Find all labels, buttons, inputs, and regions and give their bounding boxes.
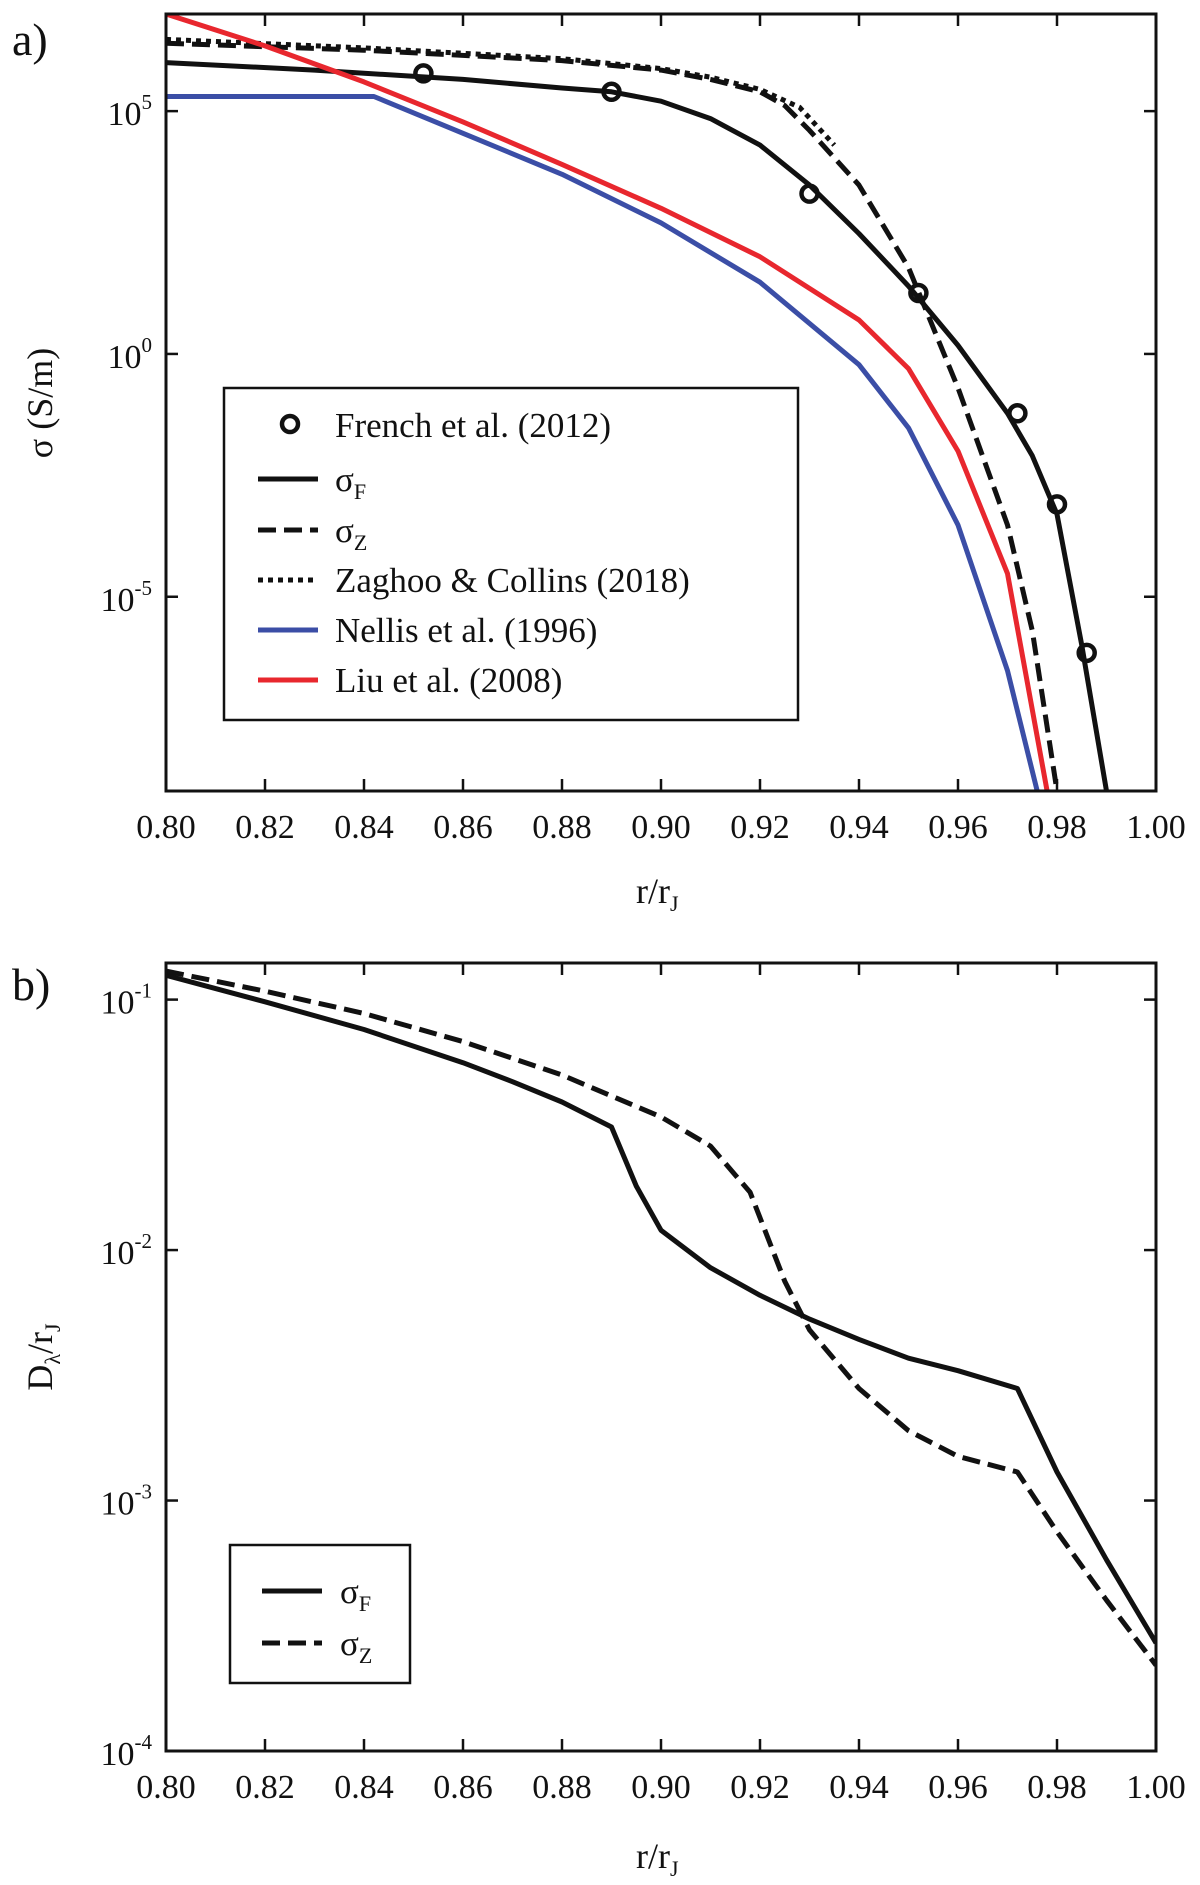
panel-a-y-ticks: 105 100 10-5 (101, 90, 1156, 619)
legend-label-nellis: Nellis et al. (1996) (335, 611, 597, 650)
legend-b-label-sigma-f: σF (340, 1572, 371, 1616)
series-line-zaghoo-collins-2018 (166, 36, 837, 147)
x-tick-label: 0.86 (433, 809, 493, 846)
panel-b-legend-box (228, 1543, 412, 1685)
panel-b-legend: σF σZ (228, 1543, 412, 1685)
x-tick-label: 0.84 (334, 1769, 394, 1806)
x-tick-label: 0.94 (829, 809, 889, 846)
y-tick-label: 100 (108, 333, 153, 376)
x-tick-label: 0.98 (1027, 1769, 1087, 1806)
x-tick-label: 0.80 (136, 809, 196, 846)
panel-b: b) 0.80 0.82 0.84 0.86 0.88 0.90 0.92 0.94 0.96 0… (12, 959, 1186, 1881)
legend-swatch-french (279, 413, 301, 435)
x-tick-label: 0.90 (631, 809, 691, 846)
legend-label-zaghoo: Zaghoo & Collins (2018) (335, 561, 690, 600)
series-line-z (166, 968, 1156, 1667)
panel-a-plot (166, 14, 1109, 791)
legend-b-label-sigma-z: σZ (340, 1624, 372, 1668)
panel-a-letter: a) (12, 14, 48, 65)
panel-b-plot (166, 968, 1156, 1667)
y-tick-label: 10-4 (101, 1730, 153, 1773)
x-tick-label: 0.96 (928, 809, 988, 846)
panel-a-x-ticks: 0.80 0.82 0.84 0.86 0.88 0.90 0.92 0.94 0.96 0.98… (136, 14, 1186, 846)
x-tick-label: 0.94 (829, 1769, 889, 1806)
series-line-nellis-et-al-1996 (166, 94, 1040, 791)
y-tick-label: 10-5 (101, 576, 153, 619)
x-tick-label: 0.82 (235, 1769, 295, 1806)
x-tick-label: 0.80 (136, 1769, 196, 1806)
x-tick-label: 1.00 (1126, 809, 1186, 846)
legend-label-liu: Liu et al. (2008) (335, 661, 562, 700)
panel-b-y-ticks: 10-1 10-2 10-3 10-4 (101, 979, 1156, 1773)
panel-a-y-label: σ (S/m) (20, 348, 60, 458)
x-tick-label: 0.98 (1027, 809, 1087, 846)
series-line-f (166, 60, 1109, 791)
series-line-f (166, 972, 1156, 1645)
y-tick-label: 10-3 (101, 1480, 153, 1523)
panel-a-x-label: r/rJ (636, 871, 679, 916)
panel-a-legend-box (222, 386, 800, 722)
x-tick-label: 0.82 (235, 809, 295, 846)
panel-a: a) 0.80 0.82 0.84 0.86 0.88 0.90 0.92 0.94 0.96 0… (12, 12, 1186, 916)
panel-b-letter: b) (12, 959, 50, 1010)
x-tick-label: 1.00 (1126, 1769, 1186, 1806)
y-tick-label: 10-2 (101, 1229, 153, 1272)
y-tick-label: 10-1 (101, 979, 153, 1022)
legend-label-french: French et al. (2012) (335, 406, 611, 445)
series-line-liu-et-al-2008 (166, 14, 1050, 791)
x-tick-label: 0.88 (532, 1769, 592, 1806)
panel-b-x-label: r/rJ (636, 1836, 679, 1881)
legend-label-sigma-z: σZ (335, 511, 367, 555)
x-tick-label: 0.92 (730, 809, 790, 846)
x-tick-label: 0.96 (928, 1769, 988, 1806)
x-tick-label: 0.88 (532, 809, 592, 846)
x-tick-label: 0.84 (334, 809, 394, 846)
legend-label-sigma-f: σF (335, 460, 366, 504)
series-line-z (166, 40, 1060, 791)
panel-a-legend: French et al. (2012) σF σZ Zaghoo & Coll… (222, 386, 800, 722)
x-tick-label: 0.86 (433, 1769, 493, 1806)
x-tick-label: 0.90 (631, 1769, 691, 1806)
panel-b-x-ticks: 0.80 0.82 0.84 0.86 0.88 0.90 0.92 0.94 0.96 0.98… (136, 963, 1186, 1806)
x-tick-label: 0.92 (730, 1769, 790, 1806)
panel-b-y-label: Dλ/rJ (20, 1323, 65, 1391)
y-tick-label: 105 (108, 90, 153, 133)
